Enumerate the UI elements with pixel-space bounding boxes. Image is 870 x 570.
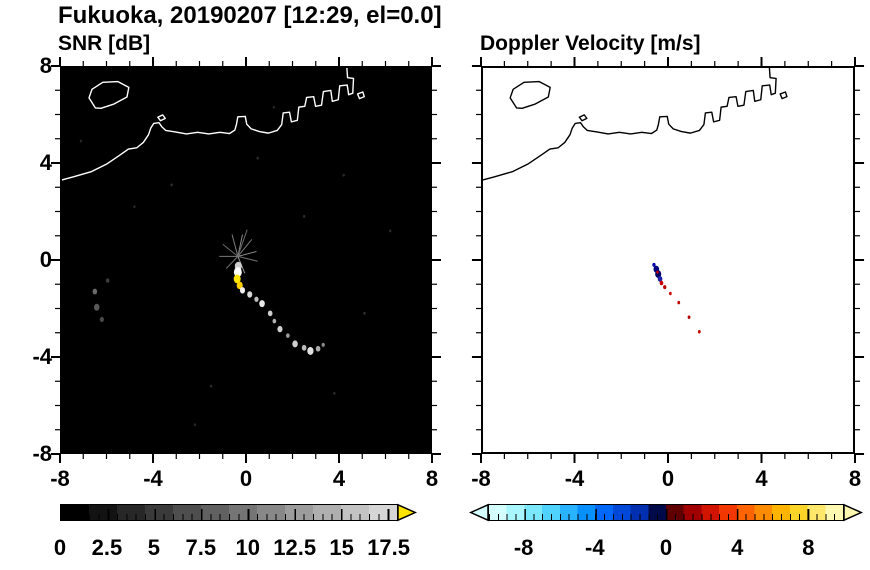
- colorbar-tick-label: 7.5: [185, 535, 217, 560]
- y-tick-label: 8: [39, 53, 52, 78]
- y-tick-label: -4: [32, 344, 52, 369]
- colorbar-tick-label: 5: [147, 535, 160, 560]
- colorbar-tick-label: -4: [585, 535, 605, 560]
- snr-plot-area: [51, 57, 441, 463]
- x-tick-label: 4: [755, 466, 768, 491]
- doppler-colorbar-major-ticks: [489, 509, 843, 520]
- x-tick-label: -4: [564, 466, 585, 491]
- snr-x-axis-labels: -8 -4 0 4 8: [50, 466, 438, 491]
- colorbar-tick-label: 10: [235, 535, 261, 560]
- x-tick-label: 8: [848, 466, 862, 491]
- snr-panel-title: SNR [dB]: [58, 32, 151, 55]
- colorbar-tick-label: 8: [802, 535, 815, 560]
- colorbar-tick-label: 12.5: [273, 535, 317, 560]
- y-tick-label: 0: [39, 247, 52, 272]
- snr-colorbar-labels: 0 2.5 5 7.5 10 12.5 15 17.5: [54, 535, 410, 561]
- x-tick-label: -4: [143, 466, 163, 491]
- colorbar-tick-label: -8: [513, 535, 534, 560]
- x-tick-label: 0: [661, 466, 675, 491]
- doppler-plot-area: [471, 57, 865, 463]
- y-tick-label: 4: [39, 150, 52, 175]
- figure-title: Fukuoka, 20190207 [12:29, el=0.0]: [58, 2, 442, 29]
- colorbar-tick-label: 4: [731, 535, 744, 560]
- doppler-x-axis-labels: -8 -4 0 4 8: [471, 466, 861, 491]
- colorbar-tick-label: 0: [53, 535, 67, 560]
- colorbar-tick-label: 2.5: [91, 535, 123, 560]
- snr-colorbar-minor-ticks: [61, 514, 397, 520]
- x-tick-label: 0: [239, 466, 253, 491]
- x-tick-label: 8: [425, 466, 439, 491]
- doppler-colorbar-right-arrow-shape: [843, 503, 864, 522]
- snr-colorbar-arrow-shape: [397, 503, 418, 522]
- doppler-colorbar-left-arrow-shape: [468, 503, 489, 522]
- colorbar-tick-label: 0: [659, 535, 673, 560]
- doppler-colorbar-left-arrow-icon: [468, 503, 489, 522]
- doppler-colorbar: [488, 504, 844, 521]
- colorbar-tick-label: 15: [329, 535, 354, 560]
- doppler-colorbar-right-arrow-icon: [843, 503, 864, 522]
- y-tick-label: -8: [32, 441, 52, 466]
- doppler-colorbar-labels: -8 -4 0 4 8: [488, 535, 844, 561]
- doppler-panel-title: Doppler Velocity [m/s]: [480, 32, 701, 55]
- doppler-colorbar-minor-ticks: [489, 514, 843, 520]
- x-tick-label: -8: [50, 466, 70, 491]
- snr-colorbar: [60, 504, 398, 521]
- x-tick-label: 4: [332, 466, 346, 491]
- snr-colorbar-right-arrow-icon: [397, 503, 418, 522]
- x-tick-label: -8: [471, 466, 491, 491]
- snr-colorbar-major-ticks: [61, 509, 397, 520]
- colorbar-tick-label: 17.5: [367, 535, 411, 560]
- snr-y-axis-labels: 8 4 0 -4 -8: [8, 53, 52, 466]
